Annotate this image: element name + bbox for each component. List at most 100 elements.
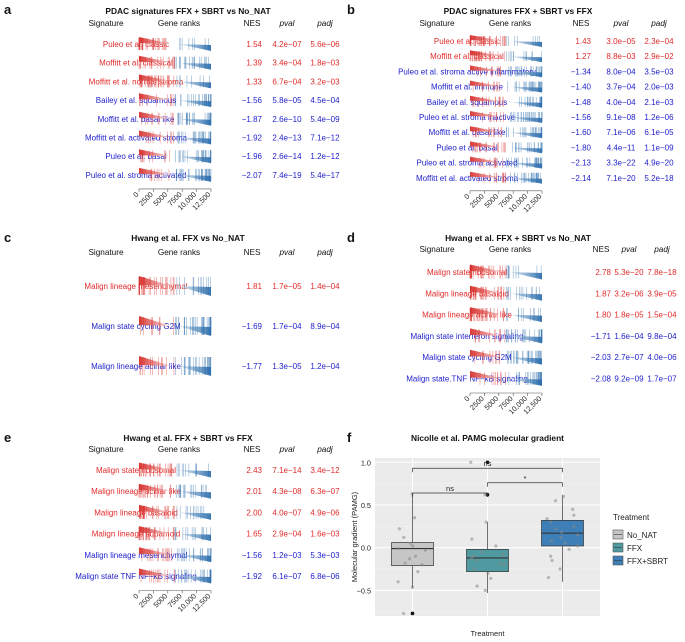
nes-value: 2.43 [246, 466, 262, 475]
signature-name: Puleo et al. stroma inactive [419, 113, 516, 122]
data-point [561, 494, 566, 499]
nes-value: −1.48 [571, 98, 592, 107]
header-padj: padj [316, 19, 333, 28]
pval-value: 2.6e−14 [272, 152, 302, 161]
data-point [563, 541, 567, 546]
header-padj: padj [653, 245, 670, 254]
signature-row: Bailey et al. squamous −1.56 5.8e−05 4.5e−0… [96, 93, 340, 108]
data-point [502, 563, 506, 567]
panel-d: d Hwang et al. FFX + SBRT vs No_NAT Signat… [347, 230, 677, 416]
signature-row: Puleo et al. classic 1.54 4.2e−07 5.6e−06 [103, 37, 340, 51]
signature-name: Malign lineage basaloid [425, 289, 509, 298]
y-tick-label: 0.5 [361, 501, 371, 510]
signature-name: Puleo et al. stroma activated [86, 171, 187, 180]
box-FFX [466, 460, 509, 593]
nes-value: −1.92 [242, 134, 263, 143]
signature-name: Bailey et al. squamous [427, 98, 508, 107]
signature-row: Malign lineage mesenchymal 1.81 1.7e−05 1.4… [84, 276, 340, 296]
signature-name: Puleo et al. classic [434, 37, 500, 46]
gene-rank-bar [139, 74, 211, 89]
nes-value: −2.03 [591, 353, 612, 362]
padj-value: 5.6e−06 [310, 40, 340, 49]
signature-row: Puleo et al. stroma activated −2.07 7.4e−1… [86, 167, 340, 182]
signature-row: Malign state cycling G2M −1.69 1.7e−04 8.9e… [91, 316, 340, 336]
padj-value: 3.4e−12 [310, 466, 340, 475]
signature-name: Moffitt et al. normal stroma [89, 77, 184, 86]
signature-name: Malign state ribosomal [96, 466, 176, 475]
nes-value: 1.65 [246, 530, 262, 539]
rank-tick-label: 0 [131, 592, 140, 601]
data-point [413, 554, 418, 558]
gene-rank-bar [470, 35, 542, 47]
pval-value: 3.0e−05 [606, 37, 636, 46]
pval-value: 2.9e−04 [272, 530, 302, 539]
box-body [466, 549, 509, 572]
data-point [494, 544, 498, 548]
gene-rank-bar [139, 167, 211, 182]
legend-label: FFX [627, 544, 643, 553]
nes-value: −1.87 [242, 115, 263, 124]
header-signature: Signature [88, 248, 123, 257]
data-point [549, 554, 553, 558]
gene-rank-bar [139, 547, 211, 563]
signature-name: Malign lineage acinar like [91, 362, 181, 371]
signature-name: Moffitt et al. activated stroma [416, 174, 519, 183]
data-point [567, 547, 571, 551]
padj-value: 2.9e−02 [644, 52, 674, 61]
significance-bracket: ns [412, 484, 488, 498]
signature-name: Malign lineage squamoid [92, 530, 181, 539]
data-point [396, 580, 400, 584]
panel-label: f [347, 430, 352, 445]
data-point [572, 524, 576, 528]
header-pval: pval [620, 245, 636, 254]
padj-value: 1.7e−07 [647, 375, 677, 384]
nes-value: 1.54 [246, 40, 262, 49]
gene-rank-bar [139, 149, 211, 164]
nes-value: −2.08 [591, 375, 612, 384]
pval-value: 1.6e−04 [614, 332, 644, 341]
signature-name: Malign lineage basaloid [94, 508, 178, 517]
pval-value: 6.1e−07 [272, 572, 302, 581]
pval-value: 9.2e−09 [614, 375, 644, 384]
header-gene-ranks: Gene ranks [489, 245, 531, 254]
pval-value: 3.2e−06 [614, 289, 644, 298]
gene-rank-bar [139, 111, 211, 126]
data-point [397, 527, 402, 531]
padj-value: 5.2e−18 [644, 174, 674, 183]
signature-row: Malign lineage acinar like 1.80 1.8e−05 1.5… [422, 307, 677, 323]
box-FFX+SBRT [541, 494, 584, 582]
panel-title: Hwang et al. FFX + SBRT vs FFX [123, 433, 253, 443]
signature-row: Puleo et al. basal −1.96 2.6e−14 1.2e−12 [105, 149, 340, 164]
padj-value: 4.9e−20 [644, 159, 674, 168]
significance-bracket: * [487, 474, 563, 487]
nes-value: −1.71 [591, 332, 612, 341]
bracket-line [487, 482, 563, 487]
gene-rank-bar [470, 371, 542, 386]
signature-row: Malign lineage basaloid 2.00 4.0e−07 4.9e−0… [94, 504, 340, 520]
significance-label: ns [446, 484, 454, 493]
pval-value: 5.8e−05 [272, 96, 302, 105]
data-point [484, 520, 488, 524]
padj-value: 6.1e−05 [644, 128, 674, 137]
x-axis-label: Treatment [471, 629, 506, 638]
signature-row: Moffitt et al. classical 1.39 3.4e−04 1.8e−… [99, 55, 340, 70]
padj-value: 4.5e−04 [310, 96, 340, 105]
padj-value: 1.8e−03 [310, 59, 340, 68]
nes-value: −2.13 [571, 159, 592, 168]
signature-row: Puleo et al. classic 1.43 3.0e−05 2.3e−04 [434, 35, 674, 47]
padj-value: 3.2e−03 [310, 77, 340, 86]
data-point [498, 561, 502, 565]
header-nes: NES [573, 19, 590, 28]
nes-value: 1.87 [595, 289, 611, 298]
data-point [396, 546, 400, 551]
y-tick-label: 0.0 [361, 544, 371, 553]
nes-value: −1.40 [571, 83, 592, 92]
gene-rank-bar [470, 307, 542, 323]
gene-rank-bar [139, 37, 211, 51]
padj-value: 1.6e−03 [310, 530, 340, 539]
panel-title: Hwang et al. FFX vs No_NAT [131, 233, 245, 243]
panel-label: c [4, 230, 11, 245]
data-point [411, 544, 415, 548]
nes-value: −1.96 [242, 152, 263, 161]
pval-value: 1.3e−05 [272, 362, 302, 371]
